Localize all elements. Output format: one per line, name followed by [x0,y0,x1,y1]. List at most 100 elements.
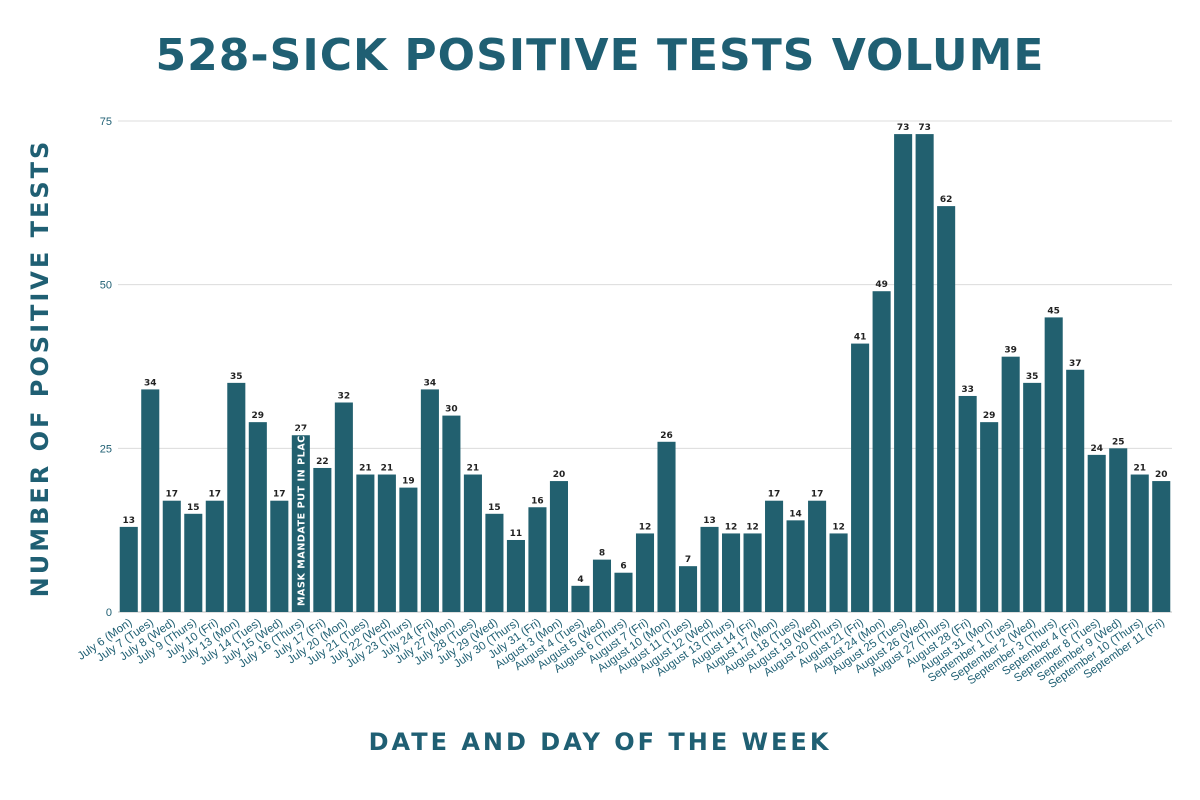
value-label: 37 [1069,359,1082,369]
bar [1044,317,1063,612]
value-label: 21 [359,464,372,474]
annotations: MASK MANDATE PUT IN PLACE [296,428,307,606]
bar [184,513,203,612]
bar [894,134,913,613]
value-label: 13 [703,516,716,526]
bar [872,291,891,612]
y-tick-label: 50 [100,280,112,292]
bar [1109,448,1128,612]
bar [571,585,590,612]
bar [722,533,741,612]
value-label: 73 [897,123,910,133]
value-label: 17 [166,490,179,500]
value-label: 33 [961,385,974,395]
bar [227,382,246,612]
x-tick-labels: July 6 (Mon)July 7 (Tues)July 8 (Wed)Jul… [76,617,1167,691]
value-label: 32 [338,392,351,402]
value-label: 30 [445,405,458,415]
value-label: 34 [144,378,157,388]
value-label: 12 [725,522,738,532]
bar [463,474,482,612]
y-tick-labels: 0 25 50 75 [100,116,112,619]
value-label: 4 [577,575,583,585]
bar [851,343,870,612]
value-label: 16 [531,496,544,506]
value-label: 22 [316,457,329,467]
bar [528,507,547,612]
bar [162,500,181,612]
bar [786,520,805,612]
bar [119,526,138,612]
chart-title: 528-SICK POSITIVE TESTS VOLUME [155,30,1045,81]
value-label: 12 [746,522,759,532]
bar [420,389,439,612]
bar [442,415,461,612]
value-label: 17 [768,490,781,500]
y-tick-label: 75 [100,116,112,128]
value-label: 27 [295,424,308,434]
bar [270,500,289,612]
bar [205,500,224,612]
x-axis-title: DATE AND DAY OF THE WEEK [368,728,832,756]
value-label: 20 [1155,470,1168,480]
bar [506,539,525,612]
bar [1001,356,1020,612]
value-label: 7 [685,555,691,565]
bar [399,487,418,612]
value-label: 8 [599,549,605,559]
value-label: 39 [1004,346,1017,356]
bar [356,474,375,612]
bar [700,526,719,612]
bar [743,533,762,612]
value-label: 21 [1133,464,1146,474]
bar [829,533,848,612]
value-label: 34 [424,378,437,388]
bar [635,533,655,612]
value-label: 35 [230,372,243,382]
y-tick-label: 25 [100,443,112,455]
bar [808,500,827,612]
value-label: 24 [1090,444,1103,454]
bar [937,206,956,612]
value-label: 41 [854,333,867,343]
value-label: 45 [1047,306,1060,316]
bar [765,500,784,612]
bar [1152,481,1171,612]
value-label: 12 [832,522,845,532]
bar [958,395,977,612]
bar [915,134,934,613]
bar [377,474,396,612]
value-label: 17 [811,490,824,500]
value-label: 15 [488,503,501,513]
value-label: 6 [620,562,626,572]
value-label: 17 [273,490,286,500]
value-label: 20 [553,470,566,480]
value-label: 73 [918,123,931,133]
value-label: 62 [940,195,953,205]
value-label: 49 [875,280,888,290]
bar [1066,369,1085,612]
bar [980,422,999,612]
value-label: 26 [660,431,673,441]
bar [678,566,698,612]
bar [313,467,332,612]
value-label: 21 [381,464,394,474]
bar [549,481,568,612]
bar [291,435,310,612]
bar [592,559,612,612]
bar [334,402,353,612]
value-label: 35 [1026,372,1039,382]
annotation-mask-mandate: MASK MANDATE PUT IN PLACE [296,428,307,606]
bar [248,422,267,612]
value-label: 15 [187,503,200,513]
bars [119,134,1171,613]
value-label: 13 [122,516,135,526]
value-label: 14 [789,509,802,519]
bar [657,441,676,612]
bar [141,389,160,612]
bar [485,513,504,612]
value-label: 17 [209,490,222,500]
value-labels: 13 34 17 15 17 35 29 17 27 22 32 21 21 19 34 30 21 15 11 16… [122,123,1167,585]
value-label: 11 [510,529,523,539]
